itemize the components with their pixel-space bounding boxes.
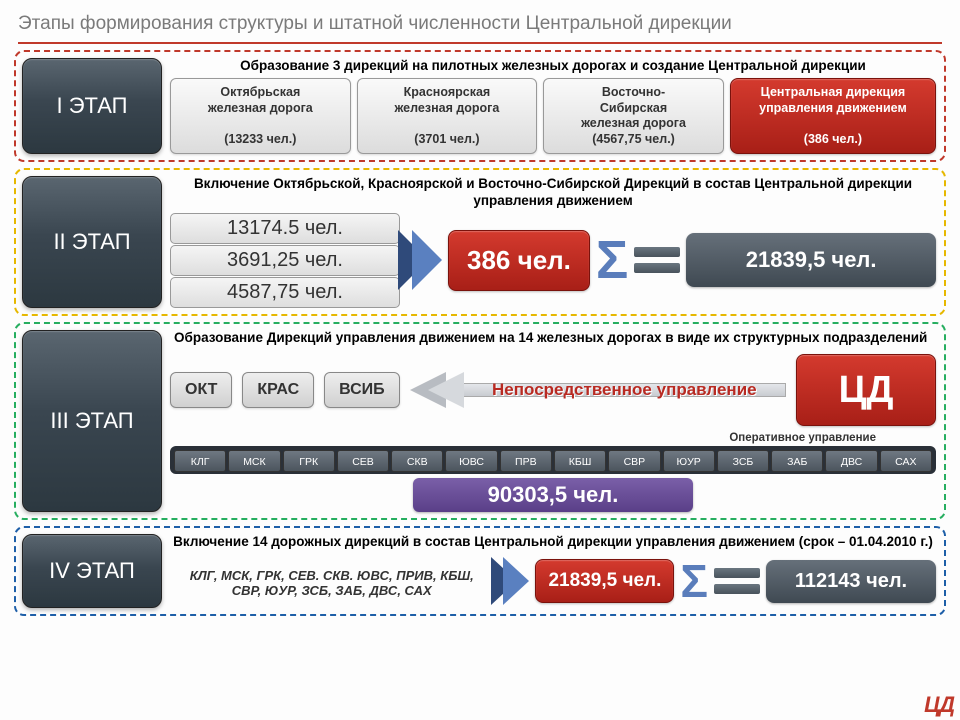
op-label: Оперативное управление — [170, 432, 936, 444]
stage3-pills: КЛГ МСК ГРК СЕВ СКВ ЮВС ПРВ КБШ СВР ЮУР … — [170, 446, 936, 474]
stage1-box-kras: Красноярская железная дорога (3701 чел.) — [357, 78, 538, 155]
stage4-label: IV ЭТАП — [22, 534, 162, 608]
stage1-heading: Образование 3 дирекций на пилотных желез… — [170, 58, 936, 74]
stage1-box-vsib: Восточно- Сибирская железная дорога (456… — [543, 78, 724, 155]
stage4-result: 112143 чел. — [766, 560, 936, 603]
stage3-total: 90303,5 чел. — [413, 478, 693, 512]
equals-icon — [714, 568, 760, 594]
stage2-result: 21839,5 чел. — [686, 233, 936, 287]
page-title: Этапы формирования структуры и штатной ч… — [0, 0, 960, 42]
arrows-right-icon — [491, 557, 529, 605]
stage-1: I ЭТАП Образование 3 дирекций на пилотны… — [14, 50, 946, 163]
stage-2: II ЭТАП Включение Октябрьской, Красноярс… — [14, 168, 946, 315]
sigma-icon: Σ — [680, 554, 708, 608]
stage1-cd-box: Центральная дирекция управления движение… — [730, 78, 936, 155]
logo-icon: ЦД — [924, 692, 954, 718]
stage3-label: III ЭТАП — [22, 330, 162, 512]
stage2-mid: 386 чел. — [448, 230, 590, 291]
cd-big: ЦД — [796, 354, 936, 426]
title-underline — [18, 42, 942, 44]
stage4-list: КЛГ, МСК, ГРК, СЕВ. СКВ. ЮВС, ПРИВ, КБШ,… — [170, 564, 493, 598]
equals-icon — [634, 247, 680, 273]
stage3-heading: Образование Дирекций управления движение… — [170, 330, 936, 346]
stage2-heading: Включение Октябрьской, Красноярской и Во… — [170, 176, 936, 208]
stage4-mid: 21839,5 чел. — [535, 559, 674, 603]
chip-vsib: ВСИБ — [324, 372, 400, 408]
stage-4: IV ЭТАП Включение 14 дорожных дирекций в… — [14, 526, 946, 616]
stage2-label: II ЭТАП — [22, 176, 162, 307]
arrows-left-icon — [410, 372, 464, 408]
sigma-icon: Σ — [596, 229, 628, 291]
stage2-strips: 13174.5 чел. 3691,25 чел. 4587,75 чел. — [170, 213, 400, 308]
chip-kras: КРАС — [242, 372, 314, 408]
chip-okt: ОКТ — [170, 372, 232, 408]
arrows-right-icon — [398, 230, 442, 290]
np-label: Непосредственное управление — [492, 380, 757, 400]
stage-3: III ЭТАП Образование Дирекций управления… — [14, 322, 946, 520]
stage1-box-okt: Октябрьская железная дорога (13233 чел.) — [170, 78, 351, 155]
stage4-heading: Включение 14 дорожных дирекций в состав … — [170, 534, 936, 550]
stage1-label: I ЭТАП — [22, 58, 162, 155]
